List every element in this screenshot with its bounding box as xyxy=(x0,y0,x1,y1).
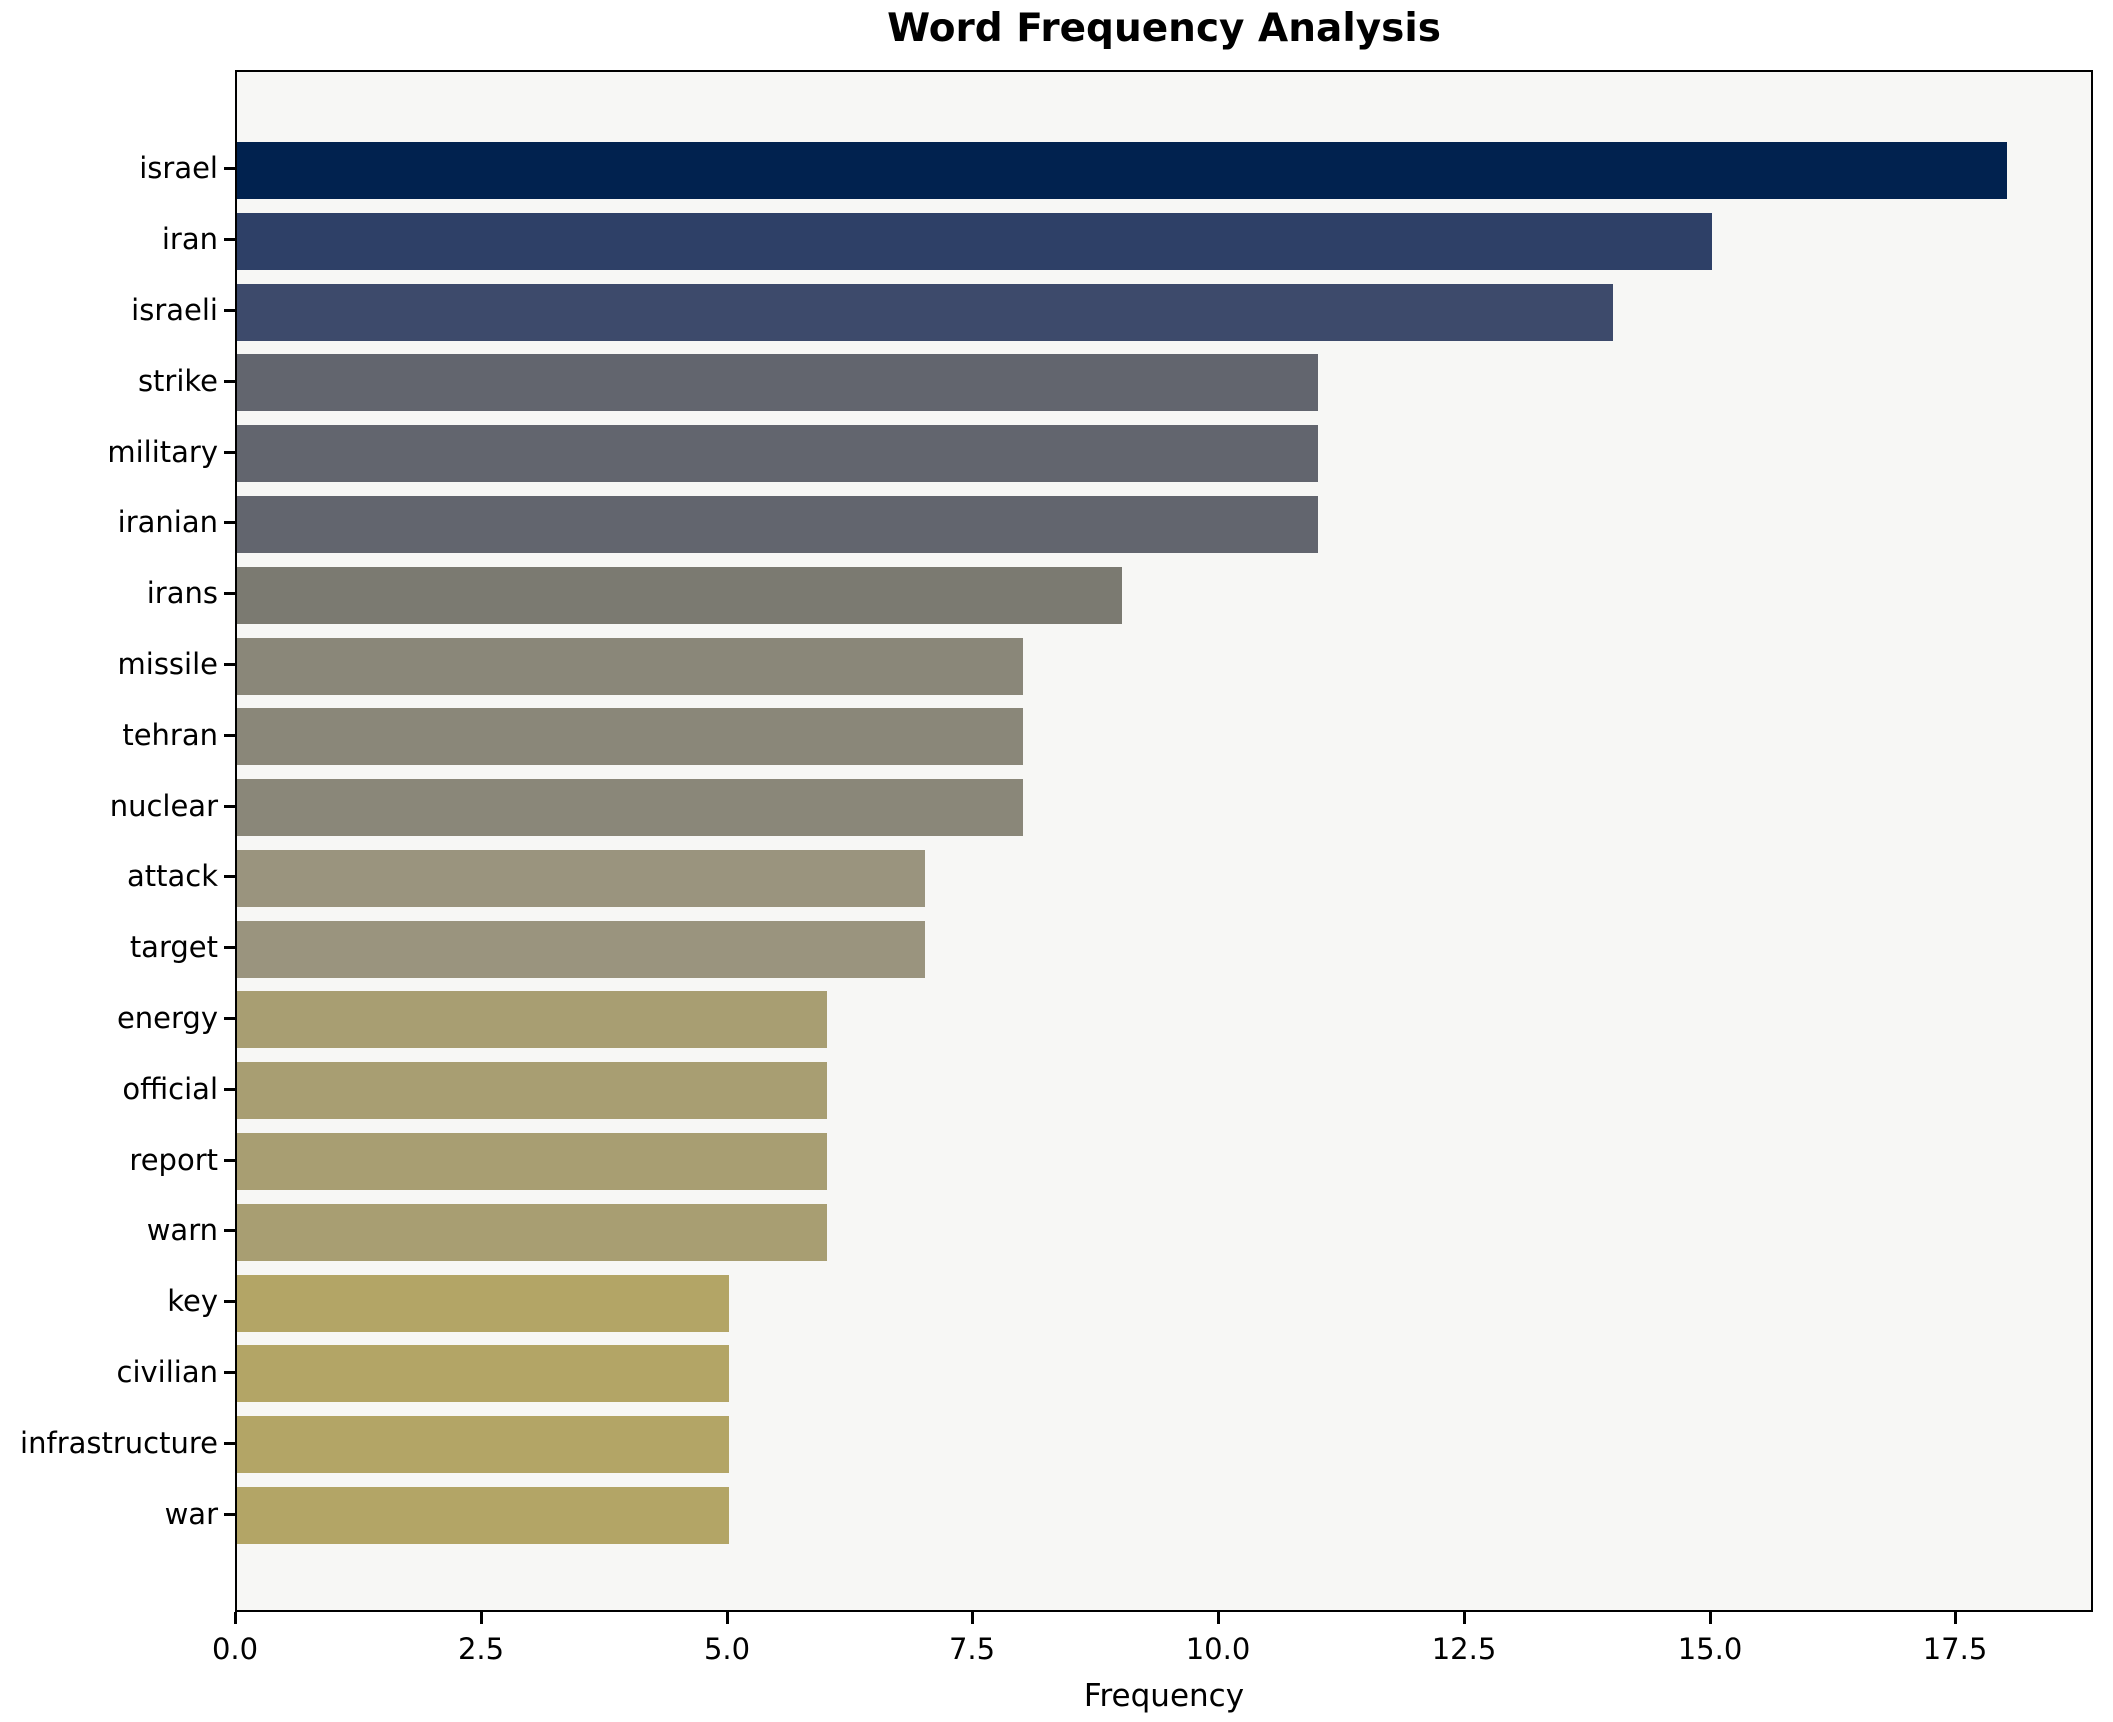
chart-title: Word Frequency Analysis xyxy=(887,6,1441,51)
y-tick-mark xyxy=(224,167,235,170)
y-tick-mark xyxy=(224,1371,235,1374)
y-tick-label-strike: strike xyxy=(137,364,218,398)
bar-missile xyxy=(237,638,1023,695)
y-tick-mark xyxy=(224,1513,235,1516)
bar-infrastructure xyxy=(237,1416,729,1473)
y-tick-label-report: report xyxy=(129,1143,218,1177)
y-tick-label-israeli: israeli xyxy=(131,293,218,327)
y-tick-mark xyxy=(224,521,235,524)
bar-official xyxy=(237,1062,827,1119)
bar-iranian xyxy=(237,496,1318,553)
y-tick-mark xyxy=(224,592,235,595)
y-tick-mark xyxy=(224,380,235,383)
y-tick-mark xyxy=(224,734,235,737)
bar-strike xyxy=(237,354,1318,411)
y-tick-mark xyxy=(224,946,235,949)
bar-warn xyxy=(237,1204,827,1261)
x-tick-label-12.5: 12.5 xyxy=(1431,1632,1497,1666)
y-tick-mark xyxy=(224,1300,235,1303)
x-axis-title: Frequency xyxy=(1083,1678,1245,1714)
y-tick-label-missile: missile xyxy=(117,647,218,681)
x-tick-label-5.0: 5.0 xyxy=(703,1632,751,1666)
x-tick-mark xyxy=(1954,1612,1957,1624)
y-tick-label-target: target xyxy=(129,930,218,964)
y-tick-mark xyxy=(224,1229,235,1232)
y-tick-mark xyxy=(224,451,235,454)
y-tick-mark xyxy=(224,1088,235,1091)
x-tick-mark xyxy=(234,1612,237,1624)
y-tick-mark xyxy=(224,309,235,312)
y-tick-label-warn: warn xyxy=(146,1213,218,1247)
y-tick-label-iranian: iranian xyxy=(117,505,218,539)
y-tick-label-war: war xyxy=(164,1497,218,1531)
y-tick-mark xyxy=(224,238,235,241)
bar-energy xyxy=(237,991,827,1048)
y-tick-label-key: key xyxy=(167,1284,218,1318)
y-tick-label-attack: attack xyxy=(126,859,218,893)
y-tick-mark xyxy=(224,663,235,666)
x-tick-mark xyxy=(1217,1612,1220,1624)
x-tick-label-17.5: 17.5 xyxy=(1922,1632,1988,1666)
y-tick-label-iran: iran xyxy=(161,222,218,256)
y-tick-mark xyxy=(224,1017,235,1020)
y-tick-label-official: official xyxy=(122,1072,218,1106)
y-tick-mark xyxy=(224,1442,235,1445)
y-tick-label-civilian: civilian xyxy=(116,1355,219,1389)
bar-war xyxy=(237,1487,729,1544)
y-tick-label-irans: irans xyxy=(146,576,218,610)
bar-irans xyxy=(237,567,1122,624)
bar-target xyxy=(237,921,925,978)
y-tick-label-israel: israel xyxy=(139,151,218,185)
bar-report xyxy=(237,1133,827,1190)
x-tick-label-15.0: 15.0 xyxy=(1677,1632,1743,1666)
x-tick-mark xyxy=(1463,1612,1466,1624)
bar-israeli xyxy=(237,284,1613,341)
x-tick-mark xyxy=(480,1612,483,1624)
plot-area xyxy=(235,70,2093,1612)
y-tick-mark xyxy=(224,805,235,808)
bar-civilian xyxy=(237,1345,729,1402)
y-tick-label-tehran: tehran xyxy=(122,718,218,752)
x-tick-label-7.5: 7.5 xyxy=(948,1632,996,1666)
x-tick-mark xyxy=(726,1612,729,1624)
y-tick-label-infrastructure: infrastructure xyxy=(20,1426,218,1460)
y-tick-mark xyxy=(224,1159,235,1162)
bar-key xyxy=(237,1275,729,1332)
x-tick-label-2.5: 2.5 xyxy=(457,1632,505,1666)
bar-israel xyxy=(237,142,2007,199)
bar-iran xyxy=(237,213,1712,270)
y-tick-label-nuclear: nuclear xyxy=(109,789,218,823)
x-tick-label-0.0: 0.0 xyxy=(211,1632,259,1666)
bar-attack xyxy=(237,850,925,907)
y-tick-label-military: military xyxy=(107,435,218,469)
x-tick-mark xyxy=(971,1612,974,1624)
y-tick-label-energy: energy xyxy=(116,1001,218,1035)
y-tick-mark xyxy=(224,875,235,878)
bar-military xyxy=(237,425,1318,482)
bar-tehran xyxy=(237,708,1023,765)
x-tick-label-10.0: 10.0 xyxy=(1185,1632,1251,1666)
bar-nuclear xyxy=(237,779,1023,836)
x-tick-mark xyxy=(1709,1612,1712,1624)
